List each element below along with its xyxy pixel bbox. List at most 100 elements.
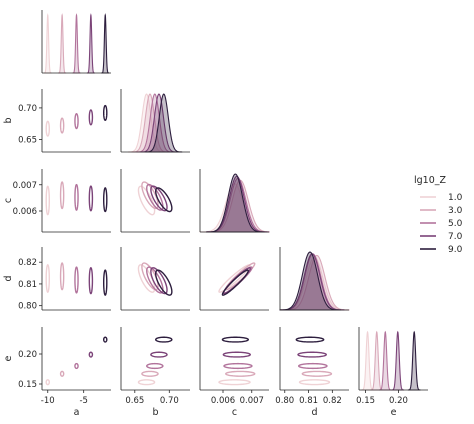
panel-b-vs-a: 0.65 0.70 b xyxy=(3,89,111,153)
density-d-9.0 xyxy=(279,251,341,311)
y-tick-label: 0.80 xyxy=(18,302,37,312)
contour-b-d-7.0 xyxy=(150,267,168,295)
x-axis-label: b xyxy=(152,407,158,418)
density-e-9.0 xyxy=(407,330,421,391)
panel-c-vs-b xyxy=(120,169,190,233)
contour-b-c-5.0 xyxy=(146,183,164,211)
density-a-1.0 xyxy=(43,13,52,74)
contour-a-c-3.0 xyxy=(59,181,65,210)
x-tick-label: -5 xyxy=(79,396,87,406)
legend-title: lg10_Z xyxy=(414,175,447,186)
y-tick-label: 0.20 xyxy=(18,350,37,360)
contour-a-d-1.0 xyxy=(45,264,51,293)
contour-d-e-3.0 xyxy=(301,370,333,377)
y-axis-label: c xyxy=(3,198,14,203)
contour-c-e-9.0 xyxy=(221,336,250,343)
density-e-7.0 xyxy=(391,330,405,391)
density-b-1.0 xyxy=(128,93,166,153)
x-axis-label: e xyxy=(391,407,397,418)
y-tick-label: 0.007 xyxy=(13,181,37,191)
contour-a-c-9.0 xyxy=(102,187,108,213)
y-tick-label: 0.70 xyxy=(18,104,37,114)
density-a-5.0 xyxy=(72,13,81,74)
contour-a-c-1.0 xyxy=(45,185,51,216)
contour-a-e-9.0 xyxy=(102,336,108,343)
contour-a-d-5.0 xyxy=(74,266,79,294)
contour-c-e-3.0 xyxy=(225,370,256,377)
y-tick-label: 0.65 xyxy=(18,135,37,145)
panel-e-vs-a: 0.15 0.20 e -10 -5a xyxy=(3,327,111,418)
panel-e-vs-b: 0.65 0.70b xyxy=(120,327,190,418)
density-e-1.0 xyxy=(361,330,374,391)
contour-a-b-1.0 xyxy=(45,120,51,137)
panel-b-vs-b xyxy=(120,89,190,153)
contour-c-e-7.0 xyxy=(222,351,251,358)
contour-a-e-3.0 xyxy=(59,370,65,377)
density-e-5.0 xyxy=(378,330,392,391)
contour-a-b-9.0 xyxy=(102,104,108,122)
contour-b-e-5.0 xyxy=(146,362,164,370)
panel-e-vs-e: 0.15 0.20e xyxy=(356,327,428,418)
x-tick-label: -10 xyxy=(41,396,55,406)
contour-b-e-9.0 xyxy=(155,336,173,343)
x-tick-label: 0.65 xyxy=(125,396,144,406)
contour-b-e-3.0 xyxy=(141,370,159,377)
y-axis-label: e xyxy=(3,355,14,361)
contour-a-b-5.0 xyxy=(74,113,79,130)
legend-label-3.0: 3.0 xyxy=(448,206,463,216)
contour-a-e-5.0 xyxy=(74,362,79,370)
contour-b-e-7.0 xyxy=(150,351,168,358)
x-tick-label: 0.70 xyxy=(160,396,179,406)
x-axis-label: d xyxy=(311,407,317,418)
x-tick-label: 0.81 xyxy=(299,396,318,406)
x-tick-label: 0.007 xyxy=(240,396,264,406)
x-tick-label: 0.006 xyxy=(211,396,235,406)
contour-a-e-7.0 xyxy=(88,351,94,358)
panel-d-vs-a: 0.80 0.81 0.82 d xyxy=(3,247,111,312)
density-b-5.0 xyxy=(136,93,174,153)
density-b-9.0 xyxy=(145,93,183,153)
x-tick-label: 0.82 xyxy=(323,396,342,406)
x-axis-label: c xyxy=(232,407,237,418)
density-c-9.0 xyxy=(206,173,265,233)
x-axis-label: a xyxy=(74,407,80,418)
contour-a-d-9.0 xyxy=(102,269,108,296)
legend-label-5.0: 5.0 xyxy=(448,219,463,229)
y-tick-label: 0.006 xyxy=(13,207,37,217)
x-tick-label: 0.80 xyxy=(275,396,294,406)
legend-label-9.0: 9.0 xyxy=(448,245,463,255)
panel-e-vs-d: 0.80 0.81 0.82 d xyxy=(275,327,349,418)
panel-c-vs-c xyxy=(199,169,270,233)
contour-d-e-7.0 xyxy=(297,351,327,358)
panel-c-vs-a: 0.006 0.007 c xyxy=(3,169,111,233)
density-a-9.0 xyxy=(101,13,110,74)
density-e-3.0 xyxy=(370,330,384,391)
legend-label-1.0: 1.0 xyxy=(448,193,463,203)
contour-a-c-5.0 xyxy=(74,183,79,211)
contour-b-c-3.0 xyxy=(141,181,159,210)
contour-c-e-5.0 xyxy=(223,362,253,370)
panel-a-vs-a xyxy=(41,10,111,74)
contour-b-d-1.0 xyxy=(137,264,156,293)
panel-d-vs-d xyxy=(279,247,350,311)
density-d-3.0 xyxy=(283,254,350,311)
contour-d-e-1.0 xyxy=(298,379,331,386)
density-a-7.0 xyxy=(86,13,95,74)
contour-b-c-7.0 xyxy=(150,185,168,212)
y-tick-label: 0.15 xyxy=(18,380,37,390)
contour-a-b-7.0 xyxy=(88,109,94,126)
y-axis-label: d xyxy=(3,275,14,281)
contour-a-e-1.0 xyxy=(45,379,51,386)
contour-a-b-3.0 xyxy=(59,117,65,134)
contour-b-d-9.0 xyxy=(155,269,173,296)
contour-d-e-5.0 xyxy=(297,362,328,370)
contour-b-c-1.0 xyxy=(137,185,156,216)
contour-d-e-9.0 xyxy=(295,336,325,343)
y-tick-label: 0.82 xyxy=(18,258,37,268)
panel-d-vs-b xyxy=(120,247,190,311)
x-tick-label: 0.15 xyxy=(356,396,375,406)
contour-b-d-5.0 xyxy=(146,266,164,294)
x-tick-label: 0.20 xyxy=(389,396,408,406)
